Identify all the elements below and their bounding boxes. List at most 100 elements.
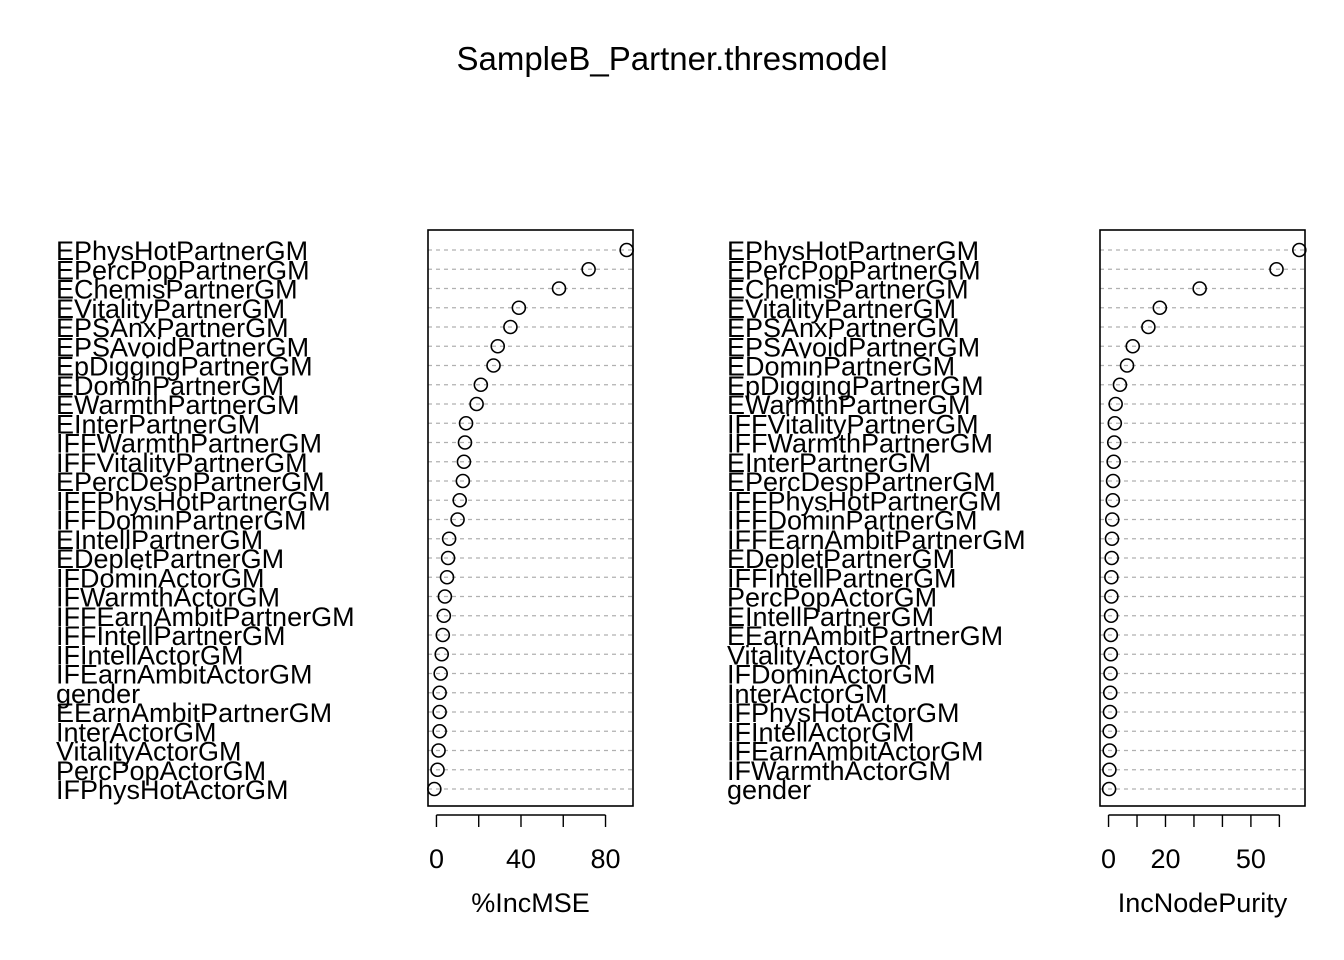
row-label: EWarmthPartnerGM	[56, 390, 300, 420]
x-tick-label: 0	[429, 844, 444, 874]
row-label: IFFEarnAmbitPartnerGM	[56, 602, 355, 632]
row-label: IFWarmthActorGM	[727, 756, 951, 786]
data-point	[1105, 473, 1121, 489]
x-axis-title: %IncMSE	[471, 888, 590, 918]
row-label: EInterPartnerGM	[56, 409, 260, 439]
row-label: EIntellPartnerGM	[56, 525, 263, 555]
x-tick-label: 50	[1236, 844, 1266, 874]
x-tick-label: 0	[1101, 844, 1116, 874]
row-label: EpDiggingPartnerGM	[56, 352, 313, 382]
row-label: IFIntellActorGM	[727, 717, 915, 747]
row-label: IFFDominPartnerGM	[727, 506, 978, 536]
data-point	[1104, 512, 1120, 527]
data-point	[441, 531, 457, 547]
row-label: IFFEarnAmbitPartnerGM	[727, 525, 1026, 555]
row-label: EEarnAmbitPartnerGM	[56, 698, 332, 728]
row-label: VitalityActorGM	[727, 640, 913, 670]
row-label: EPhysHotPartnerGM	[56, 236, 308, 266]
row-label: EDominPartnerGM	[727, 352, 955, 382]
row-label: EpDiggingPartnerGM	[727, 371, 984, 401]
row-label: IFFPhysHotPartnerGM	[727, 486, 1002, 516]
data-point	[432, 685, 447, 701]
row-label: EPercPopPartnerGM	[56, 255, 310, 285]
data-point	[1103, 608, 1119, 624]
row-label: EDepletPartnerGM	[727, 544, 955, 574]
row-label: EPercDespPartnerGM	[56, 467, 325, 497]
data-point	[430, 762, 445, 778]
x-axis-title: IncNodePurity	[1118, 888, 1288, 918]
data-point	[439, 569, 455, 585]
row-label: EDominPartnerGM	[56, 371, 284, 401]
data-point	[1103, 666, 1118, 681]
row-label: IFDominActorGM	[727, 660, 936, 690]
row-label: IFEarnAmbitActorGM	[727, 737, 984, 767]
data-point	[1103, 646, 1119, 662]
row-label: IFPhysHotActorGM	[727, 698, 960, 728]
row-label: IFFDominPartnerGM	[56, 506, 307, 536]
data-point	[1102, 723, 1117, 739]
data-point	[457, 435, 473, 450]
row-label: EInterPartnerGM	[727, 448, 931, 478]
data-point	[1102, 704, 1118, 720]
panel-incnodepurity: EPhysHotPartnerGMEPercPopPartnerGMEChemi…	[727, 229, 1307, 918]
data-point	[1101, 781, 1117, 797]
row-label: IFWarmthActorGM	[56, 583, 280, 613]
row-label: EPercDespPartnerGM	[727, 467, 996, 497]
data-point	[490, 338, 506, 354]
plot-frame	[1099, 229, 1306, 807]
data-point	[1269, 261, 1284, 277]
data-point	[1112, 377, 1128, 393]
chart-title: SampleB_Partner.thresmodel	[456, 40, 887, 77]
x-tick-label: 40	[506, 844, 536, 874]
row-label: InterActorGM	[56, 717, 217, 747]
row-label: IFFVitalityPartnerGM	[56, 448, 308, 478]
x-tick-label: 20	[1150, 844, 1180, 874]
data-point	[432, 723, 447, 739]
row-label: EChemisPartnerGM	[727, 275, 969, 305]
row-label: IFEarnAmbitActorGM	[56, 660, 313, 690]
data-point	[450, 512, 465, 527]
data-point	[458, 415, 474, 431]
data-point	[455, 473, 471, 489]
data-point	[456, 454, 472, 470]
data-point	[1141, 319, 1156, 335]
data-point	[511, 300, 527, 316]
row-label: EPercPopPartnerGM	[727, 255, 981, 285]
data-point	[432, 704, 447, 720]
row-label: EPSAvoidPartnerGM	[56, 332, 309, 362]
data-point	[551, 281, 567, 296]
row-label: EEarnAmbitPartnerGM	[727, 621, 1003, 651]
data-point	[1119, 358, 1135, 373]
data-point	[1105, 492, 1121, 508]
row-label: EPSAnxPartnerGM	[727, 313, 960, 343]
row-label: IFPhysHotActorGM	[56, 775, 289, 805]
row-label: PercPopActorGM	[56, 756, 266, 786]
data-point	[436, 608, 452, 624]
row-label: IFFWarmthPartnerGM	[56, 429, 322, 459]
row-label: EDepletPartnerGM	[56, 544, 284, 574]
data-point	[1292, 242, 1307, 258]
row-label: EVitalityPartnerGM	[56, 294, 285, 324]
data-point	[433, 666, 448, 681]
data-point	[435, 627, 451, 643]
row-label: gender	[727, 775, 811, 805]
data-point	[503, 319, 518, 335]
data-point	[581, 261, 596, 277]
row-label: EChemisPartnerGM	[56, 275, 298, 305]
data-point	[1106, 454, 1121, 470]
row-label: VitalityActorGM	[56, 737, 242, 767]
data-point	[1108, 396, 1123, 412]
row-label: IFFPhysHotPartnerGM	[56, 486, 331, 516]
row-label: IFIntellActorGM	[56, 640, 244, 670]
data-point	[434, 646, 450, 662]
row-label: EPSAnxPartnerGM	[56, 313, 289, 343]
row-label: PercPopActorGM	[727, 583, 937, 613]
row-label: EVitalityPartnerGM	[727, 294, 956, 324]
data-point	[473, 377, 489, 393]
row-label: IFFIntellPartnerGM	[727, 563, 957, 593]
plot-frame	[427, 229, 634, 807]
data-point	[1103, 627, 1119, 643]
data-point	[469, 396, 484, 412]
x-tick-label: 80	[591, 844, 621, 874]
row-label: IFFVitalityPartnerGM	[727, 409, 979, 439]
